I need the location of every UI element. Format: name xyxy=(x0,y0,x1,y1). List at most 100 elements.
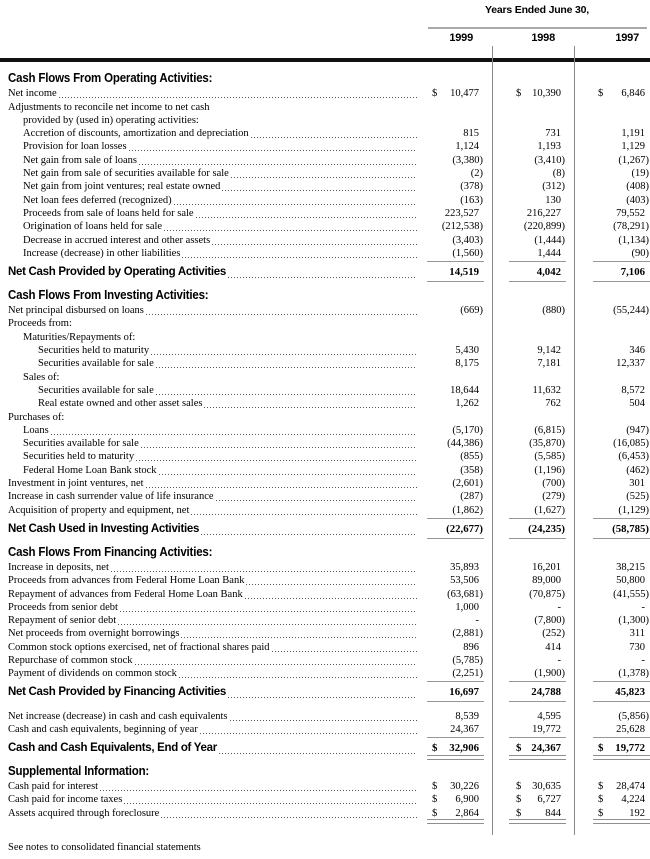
row-label: Net principal disbursed on loans xyxy=(8,305,144,317)
value-cell-1998: 130 xyxy=(492,194,574,207)
value-cell-1997: (55,244) xyxy=(574,304,650,317)
value-text: 1,000 xyxy=(455,601,479,613)
table-row: Repayment of advances from Federal Home … xyxy=(8,587,650,600)
value-text: (1,560) xyxy=(452,247,483,259)
value-cell-1998: (6,815) xyxy=(492,424,574,437)
row-label: Sales of: xyxy=(23,371,60,383)
value-text: (41,555) xyxy=(613,588,649,600)
value-text: 7,106 xyxy=(620,265,645,278)
row-label: Net loan fees deferred (recognized) xyxy=(23,194,172,206)
leader-dots xyxy=(271,650,417,652)
row-label: Net income xyxy=(8,88,57,100)
value-cell-1997: (90) xyxy=(574,247,650,262)
value-text: (90) xyxy=(631,247,650,259)
currency-symbol: $ xyxy=(598,781,604,793)
value-cell-1998: 4,595 xyxy=(492,710,574,723)
value-cell-1999: 24,367 xyxy=(420,723,492,738)
value-cell-1997: 25,628 xyxy=(574,723,650,738)
section-heading-text: Supplemental Information: xyxy=(8,763,150,778)
value-text: (35,870) xyxy=(529,438,565,450)
leader-dots xyxy=(151,354,417,356)
value-text: 10,477 xyxy=(450,88,479,100)
currency-symbol: $ xyxy=(516,741,522,754)
row-label: Investment in joint ventures, net xyxy=(8,478,144,490)
value-text: 16,201 xyxy=(532,561,561,573)
value-text: (1,300) xyxy=(618,615,649,627)
table-row: Origination of loans held for sale (212,5… xyxy=(8,220,650,233)
value-cell-1999: 1,262 xyxy=(420,397,492,410)
value-text: 130 xyxy=(545,194,561,206)
value-text: (55,244) xyxy=(613,305,649,317)
value-text: 24,367 xyxy=(450,723,479,735)
value-cell-1999: (669) xyxy=(420,304,492,317)
leader-dots xyxy=(201,533,417,535)
leader-dots xyxy=(58,97,417,99)
value-text: (403) xyxy=(626,194,649,206)
value-cell-1998: 1,193 xyxy=(492,140,574,153)
value-text: (212,538) xyxy=(441,221,483,233)
value-cell-1997: 730 xyxy=(574,641,650,654)
value-text: (2,251) xyxy=(452,668,483,680)
value-cell-1999: 16,697 xyxy=(420,685,492,703)
value-cell-1999: (2) xyxy=(420,167,492,180)
leader-dots xyxy=(204,407,417,409)
footnote: See notes to consolidated financial stat… xyxy=(8,842,201,853)
section-heading: Cash Flows From Investing Activities: xyxy=(8,287,650,304)
value-text: (3,380) xyxy=(452,154,483,166)
value-cell-1997: (1,129) xyxy=(574,504,650,519)
value-cell-1997: 1,129 xyxy=(574,140,650,153)
value-text: (7,800) xyxy=(534,615,565,627)
row-label: Acquisition of property and equipment, n… xyxy=(8,504,190,516)
value-cell-1998: (70,875) xyxy=(492,588,574,601)
value-text: 12,337 xyxy=(616,358,645,370)
value-text: 504 xyxy=(629,398,645,410)
leader-dots xyxy=(227,697,417,699)
value-text: 6,727 xyxy=(537,794,561,806)
table-row: Net increase (decrease) in cash and cash… xyxy=(8,709,650,722)
row-label: Net proceeds from overnight borrowings xyxy=(8,628,180,640)
currency-symbol: $ xyxy=(432,781,438,793)
value-cell-1997: 8,572 xyxy=(574,384,650,397)
value-cell-1997: 301 xyxy=(574,477,650,490)
value-cell-1999: $2,864 xyxy=(420,807,492,824)
value-text: (408) xyxy=(626,181,649,193)
value-text: (2) xyxy=(470,168,483,180)
value-cell-1998: - xyxy=(492,654,574,667)
value-text: (1,129) xyxy=(618,504,649,516)
table-row: Proceeds from advances from Federal Home… xyxy=(8,574,650,587)
value-text: 346 xyxy=(629,345,645,357)
value-cell-1997: (403) xyxy=(574,194,650,207)
value-cell-1999: (5,785) xyxy=(420,654,492,667)
value-cell-1999: (163) xyxy=(420,194,492,207)
section-heading-text: Cash Flows From Financing Activities: xyxy=(8,544,213,559)
value-cell-1999: (63,681) xyxy=(420,588,492,601)
currency-symbol: $ xyxy=(598,807,604,819)
value-cell-1998: (8) xyxy=(492,167,574,180)
value-cell-1997: (462) xyxy=(574,464,650,477)
row-label: Repayment of advances from Federal Home … xyxy=(8,588,243,600)
value-cell-1998: (24,235) xyxy=(492,522,574,539)
value-cell-1999: (1,560) xyxy=(420,247,492,262)
period-label: Years Ended June 30, xyxy=(485,4,589,16)
value-text: (19) xyxy=(631,168,650,180)
value-cell-1997: (1,378) xyxy=(574,667,650,683)
value-cell-1997: (525) xyxy=(574,490,650,503)
value-text: 30,635 xyxy=(532,781,561,793)
value-cell-1998: 4,042 xyxy=(492,265,574,282)
value-cell-1997: 1,191 xyxy=(574,127,650,140)
value-text: 28,474 xyxy=(616,781,645,793)
table-row: Acquisition of property and equipment, n… xyxy=(8,503,650,519)
year-header-spacer xyxy=(8,32,420,44)
value-cell-1999: (44,386) xyxy=(420,437,492,450)
value-cell-1998: $24,367 xyxy=(492,741,574,760)
value-cell-1999: $30,226 xyxy=(420,780,492,793)
value-text: (3,403) xyxy=(452,234,483,246)
value-text: 16,697 xyxy=(449,686,479,699)
leader-dots xyxy=(139,163,417,165)
value-cell-1998: (1,444) xyxy=(492,234,574,247)
value-text: 25,628 xyxy=(616,723,645,735)
value-text: (2,601) xyxy=(452,478,483,490)
row-label: Loans xyxy=(23,424,49,436)
value-text: (5,585) xyxy=(534,451,565,463)
section-heading: Supplemental Information: xyxy=(8,763,650,780)
